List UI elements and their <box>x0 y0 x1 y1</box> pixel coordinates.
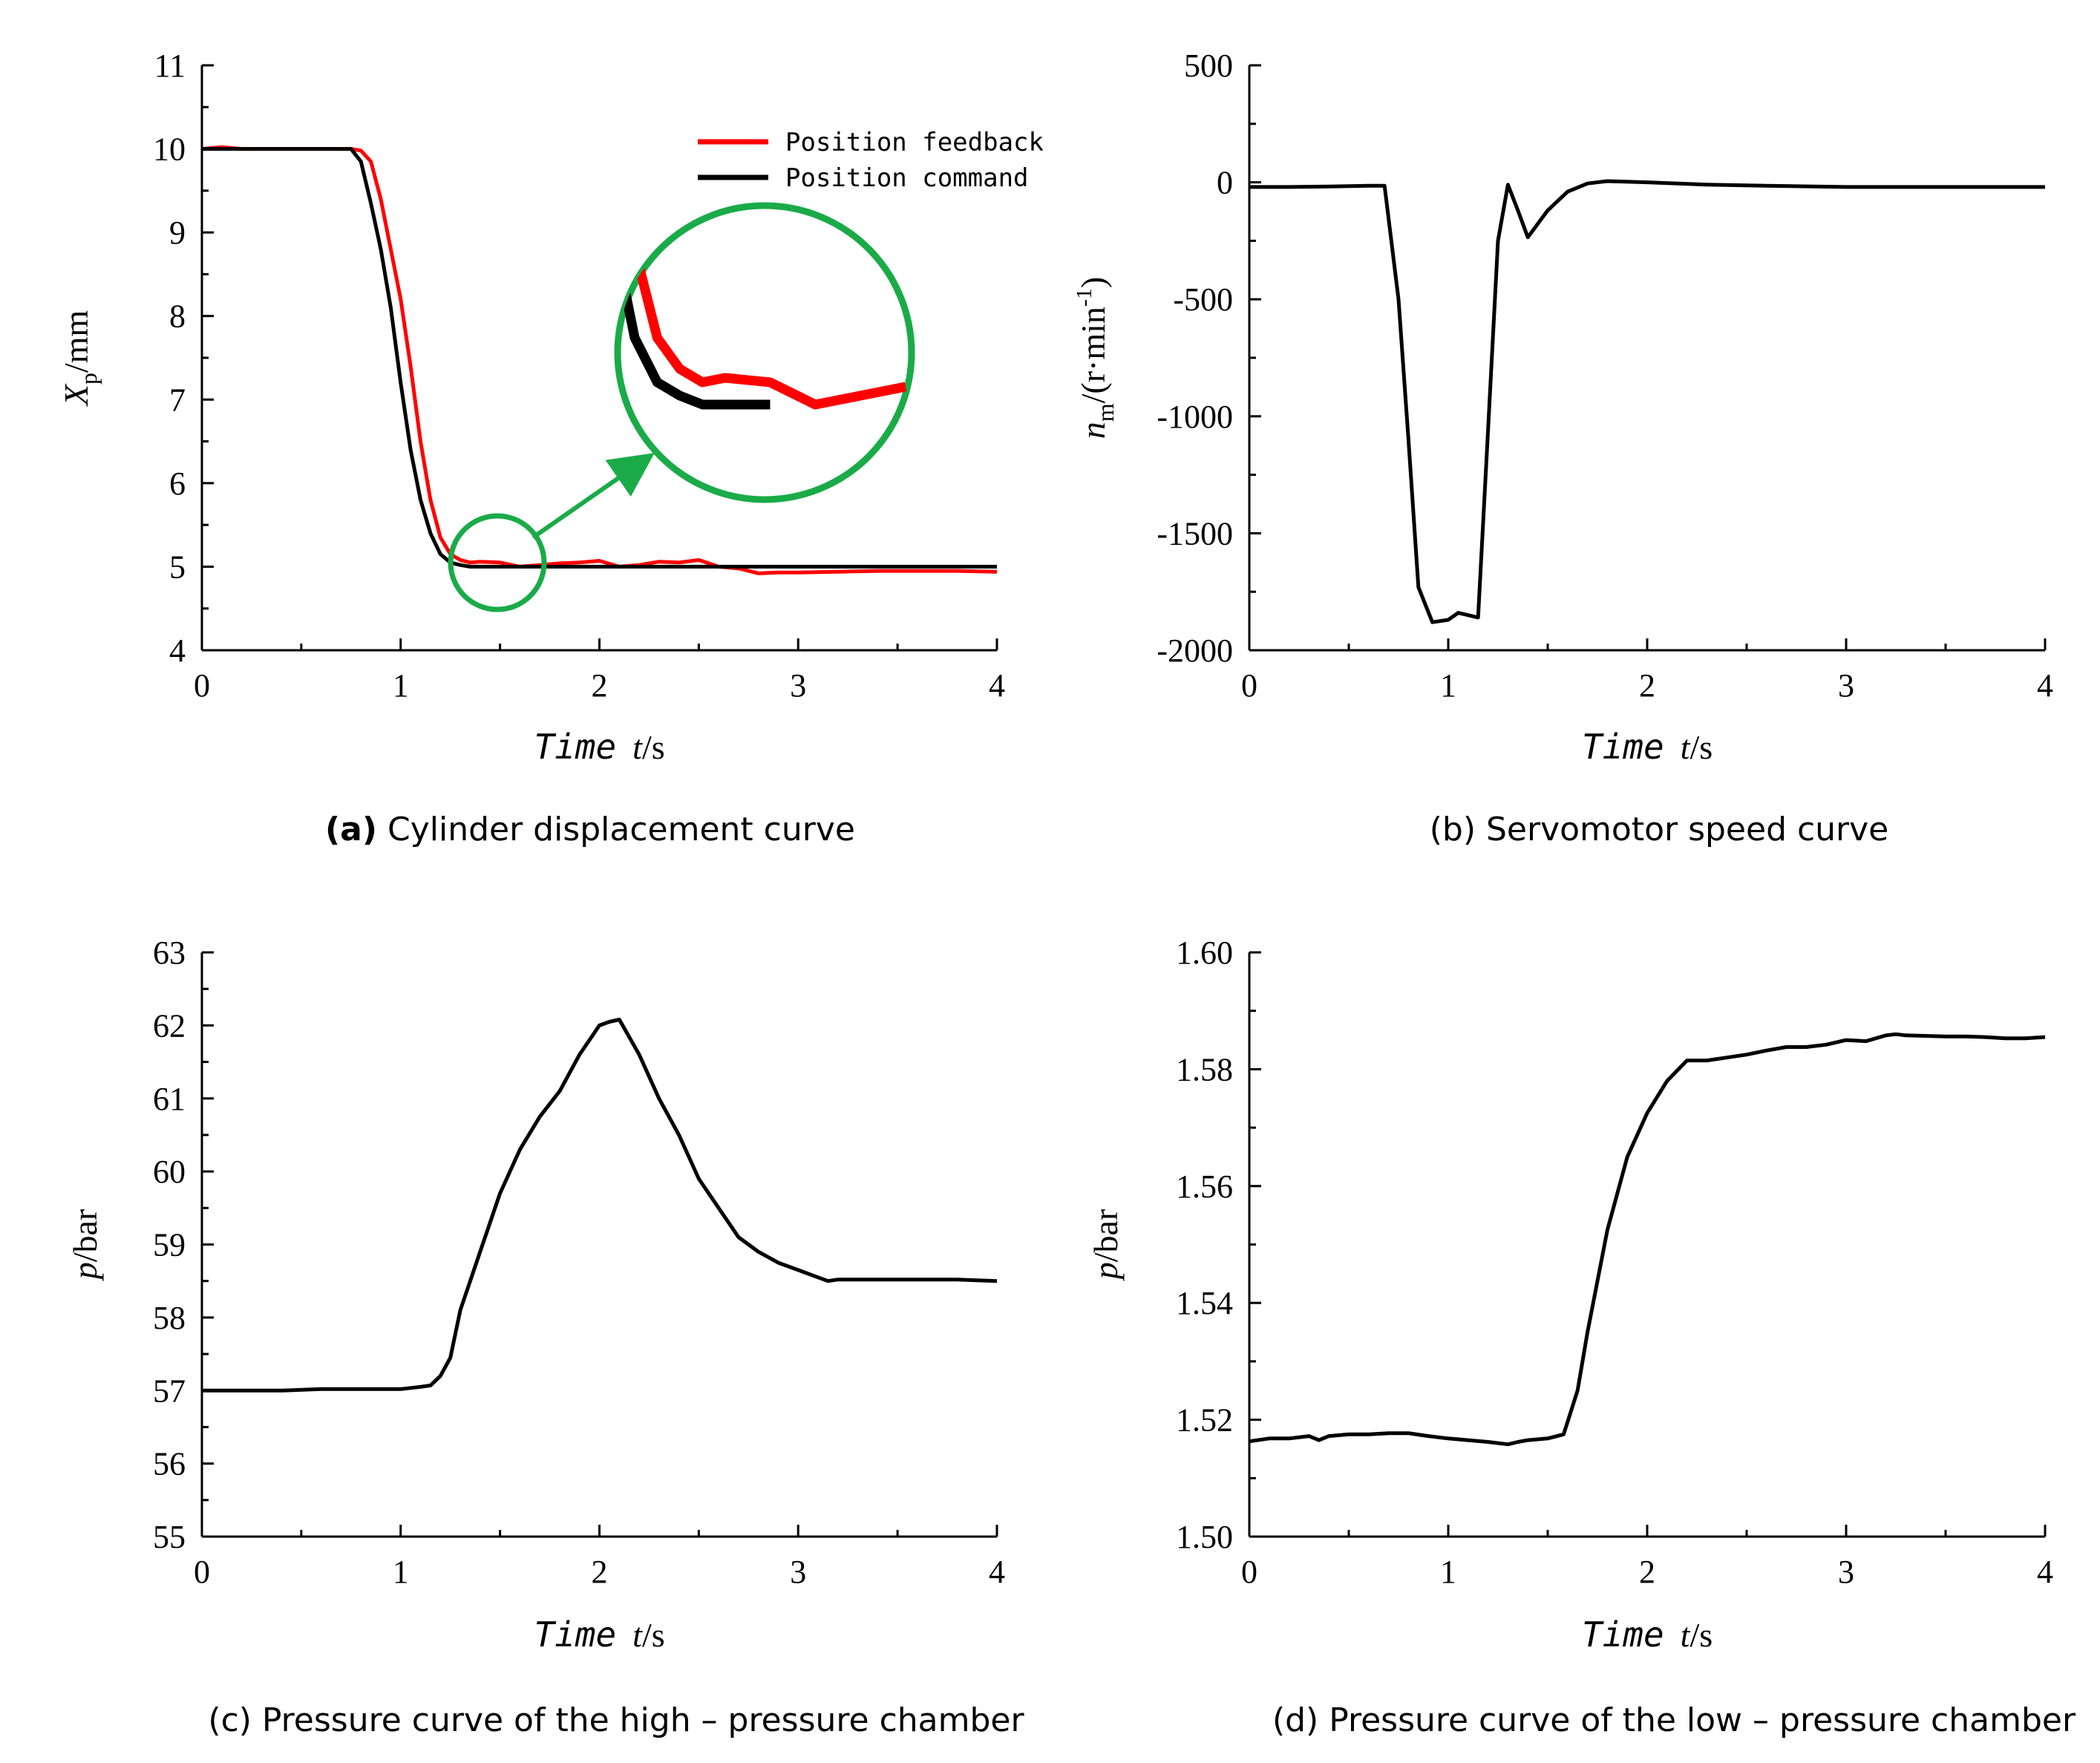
x-tick-label: 0 <box>194 1554 210 1590</box>
x-tick-label: 3 <box>1838 1554 1854 1590</box>
y-tick-label: 1.58 <box>1176 1051 1233 1087</box>
caption-d: (d) Pressure curve of the low – pressure… <box>1272 1701 2076 1739</box>
x-tick-label: 0 <box>1241 1554 1257 1590</box>
x-tick-label: 1 <box>393 667 409 704</box>
legend-label: Position command <box>785 163 1029 193</box>
y-tick-label: -2000 <box>1157 632 1233 669</box>
y-tick-label: -1500 <box>1157 515 1233 552</box>
x-tick-label: 1 <box>1440 1554 1456 1590</box>
y-tick-label: 9 <box>169 215 186 251</box>
zoom-series-line-2 <box>618 225 771 410</box>
y-tick-label: 1.56 <box>1176 1168 1233 1205</box>
y-tick-label: 500 <box>1184 48 1233 84</box>
y-tick-label: 0 <box>1217 165 1233 201</box>
y-tick-label: 59 <box>153 1227 186 1263</box>
chart-panel-d: 0 1 2 3 4 1.50 1.52 1.54 1.56 1.58 1.60 Time t/s p/ba… <box>1087 935 2053 1655</box>
y-tick-label: 63 <box>153 935 186 971</box>
series-line-1 <box>202 1018 998 1393</box>
x-axis-label: Time t/s <box>1582 727 1713 767</box>
x-tick-label: 4 <box>989 1554 1005 1590</box>
y-axis-label: p/bar <box>66 1209 104 1282</box>
x-tick-label: 4 <box>989 667 1005 704</box>
y-tick-label: 11 <box>154 48 186 84</box>
chart-panel-c: 0 1 2 3 4 55 56 57 58 59 60 61 62 63 Time t/s p/bar <box>66 935 1005 1655</box>
y-axis-label: p/bar <box>1087 1209 1125 1282</box>
y-tick-label: 6 <box>169 465 186 502</box>
y-tick-label: 1.60 <box>1176 935 1233 971</box>
zoom-arrow <box>531 453 655 540</box>
chart-panel-a: 0 1 2 3 4 4 5 6 7 8 9 10 11 Time t/s Xp/mm Position feed… <box>57 48 1044 767</box>
caption-a: (a) Cylinder displacement curve <box>325 811 855 848</box>
y-tick-label: 62 <box>153 1007 186 1044</box>
x-tick-label: 0 <box>194 667 210 704</box>
y-axis-label: nm/(r·min-1) <box>1072 277 1119 439</box>
y-tick-label: 10 <box>153 131 186 168</box>
x-tick-label: 3 <box>790 667 806 704</box>
x-axis-label: Time t/s <box>534 1615 664 1655</box>
x-tick-label: 2 <box>1639 667 1655 704</box>
caption-b: (b) Servomotor speed curve <box>1429 811 1889 848</box>
x-tick-label: 3 <box>790 1554 806 1590</box>
y-tick-label: -1000 <box>1157 399 1233 435</box>
y-tick-label: 7 <box>169 382 186 418</box>
series-line-1 <box>1249 179 2045 624</box>
y-axis-label: Xp/mm <box>57 310 102 408</box>
x-tick-label: 4 <box>2037 1554 2053 1590</box>
y-tick-label: 5 <box>169 549 186 585</box>
y-tick-label: 4 <box>169 632 186 669</box>
y-tick-label: 1.54 <box>1176 1285 1233 1321</box>
y-tick-label: 57 <box>153 1373 186 1409</box>
zoom-marker-circle <box>448 513 547 612</box>
y-tick-label: 60 <box>153 1154 186 1190</box>
y-tick-label: 58 <box>153 1300 186 1336</box>
y-tick-label: 8 <box>169 298 186 335</box>
zoom-inset-plot <box>618 206 907 410</box>
y-tick-label: 55 <box>153 1519 186 1555</box>
y-tick-label: 61 <box>153 1081 186 1117</box>
x-tick-label: 2 <box>592 1554 608 1590</box>
series-line-2 <box>202 147 997 569</box>
zoom-series-line-1 <box>618 206 907 410</box>
zoom-inset-circle <box>614 202 915 503</box>
x-tick-label: 1 <box>393 1554 409 1590</box>
series-line-1 <box>1249 1032 2046 1447</box>
y-tick-label: 1.52 <box>1176 1402 1233 1439</box>
y-tick-label: -500 <box>1173 281 1233 318</box>
y-tick-label: 1.50 <box>1176 1519 1233 1555</box>
x-axis-label: Time t/s <box>534 727 664 767</box>
chart-panel-b: 0 1 2 3 4 -2000 -1500 -1000 -500 0 500 Time t/s nm/(r… <box>1072 48 2053 767</box>
x-tick-label: 3 <box>1838 667 1854 704</box>
legend-label: Position feedback <box>785 128 1044 157</box>
x-tick-label: 2 <box>592 667 608 704</box>
x-tick-label: 1 <box>1440 667 1456 704</box>
y-tick-label: 56 <box>153 1446 186 1482</box>
x-axis-label: Time t/s <box>1582 1615 1713 1655</box>
caption-c: (c) Pressure curve of the high – pressur… <box>208 1701 1024 1739</box>
x-tick-label: 0 <box>1241 667 1257 704</box>
x-tick-label: 4 <box>2037 667 2053 704</box>
x-tick-label: 2 <box>1639 1554 1655 1590</box>
